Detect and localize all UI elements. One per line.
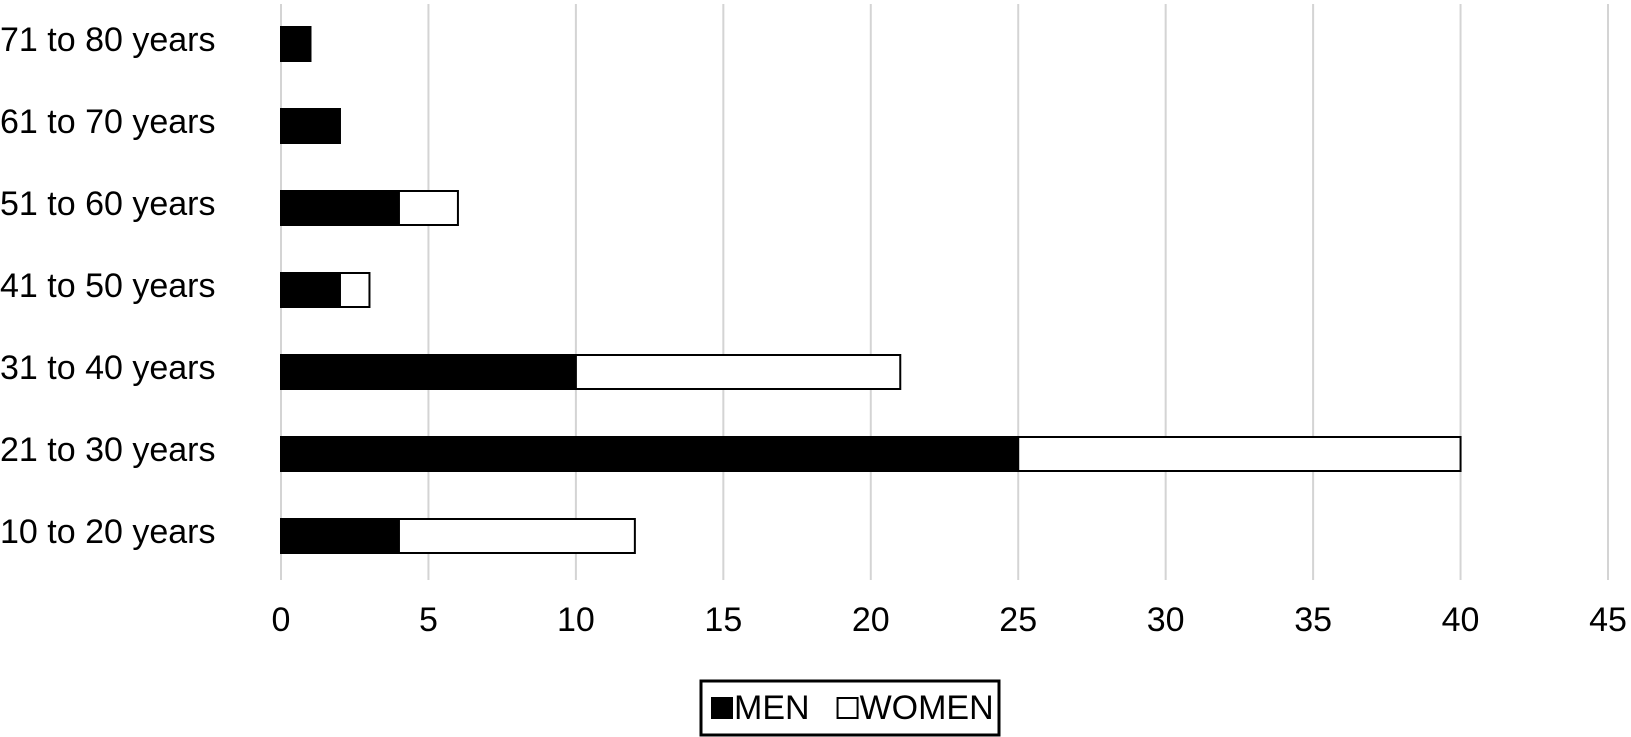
- y-tick-label: 10 to 20 years: [0, 513, 215, 551]
- y-tick-label: 71 to 80 years: [0, 21, 215, 59]
- bar-segment: [574, 354, 902, 390]
- bar-segment: [280, 272, 341, 308]
- bar-segment: [280, 354, 577, 390]
- legend: MEN WOMEN: [699, 679, 1001, 737]
- bar-segment: [280, 518, 400, 554]
- x-tick-label: 5: [419, 601, 438, 639]
- y-tick-label: 51 to 60 years: [0, 185, 215, 223]
- bar-segment: [280, 190, 400, 226]
- x-tick-label: 45: [1589, 601, 1627, 639]
- legend-swatch: [711, 697, 733, 719]
- x-tick-label: 0: [272, 601, 291, 639]
- bar-segment: [397, 518, 636, 554]
- x-tick-label: 25: [999, 601, 1037, 639]
- y-tick-label: 31 to 40 years: [0, 349, 215, 387]
- bar-segment: [1017, 436, 1462, 472]
- bar-segment: [338, 272, 371, 308]
- legend-swatch: [836, 697, 859, 719]
- x-tick-label: 20: [852, 601, 890, 639]
- x-tick-label: 30: [1147, 601, 1185, 639]
- legend-label: WOMEN: [860, 689, 994, 727]
- y-tick-label: 61 to 70 years: [0, 103, 215, 141]
- bar-segment: [397, 190, 459, 226]
- x-tick-label: 35: [1294, 601, 1332, 639]
- bar-segment: [280, 26, 312, 62]
- x-tick-label: 15: [704, 601, 742, 639]
- y-tick-label: 21 to 30 years: [0, 431, 215, 469]
- legend-label: MEN: [734, 689, 810, 727]
- bar-segment: [280, 108, 341, 144]
- x-tick-label: 40: [1442, 601, 1480, 639]
- x-tick-label: 10: [557, 601, 595, 639]
- y-tick-label: 41 to 50 years: [0, 267, 215, 305]
- bar-segment: [280, 436, 1020, 472]
